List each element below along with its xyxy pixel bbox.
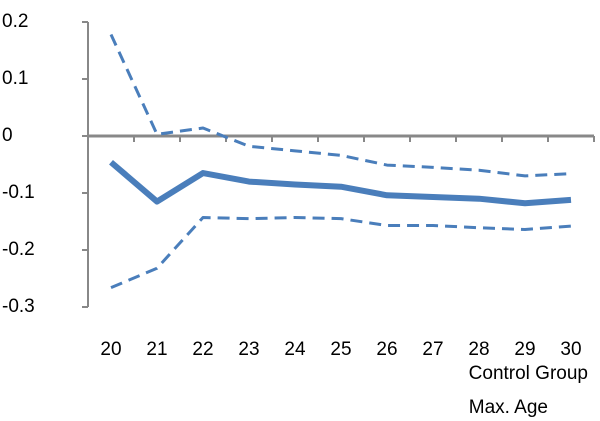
x-tick-label: 23 bbox=[238, 339, 259, 360]
y-tick-label: -0.2 bbox=[2, 239, 35, 260]
x-tick-label: 26 bbox=[376, 339, 397, 360]
y-tick-label: 0.1 bbox=[2, 68, 28, 89]
series-line bbox=[110, 216, 572, 290]
x-tick-label: 22 bbox=[192, 339, 213, 360]
series-line bbox=[109, 159, 572, 207]
x-axis-label: Max. Age bbox=[469, 397, 548, 418]
y-tick-label: 0 bbox=[2, 125, 13, 146]
x-tick-label: 28 bbox=[468, 339, 489, 360]
x-tick-label: 20 bbox=[100, 339, 121, 360]
x-tick-label: 29 bbox=[514, 339, 535, 360]
x-tick-label: 24 bbox=[284, 339, 306, 360]
y-tick-label: 0.2 bbox=[2, 11, 28, 32]
series-line bbox=[109, 33, 572, 178]
x-tick-label: 27 bbox=[422, 339, 443, 360]
x-tick-label: 25 bbox=[330, 339, 351, 360]
x-tick-label: 30 bbox=[560, 339, 581, 360]
y-tick-label: -0.3 bbox=[2, 296, 35, 317]
y-tick-label: -0.1 bbox=[2, 182, 35, 203]
x-axis-label: Control Group bbox=[469, 363, 588, 384]
x-tick-label: 21 bbox=[146, 339, 167, 360]
